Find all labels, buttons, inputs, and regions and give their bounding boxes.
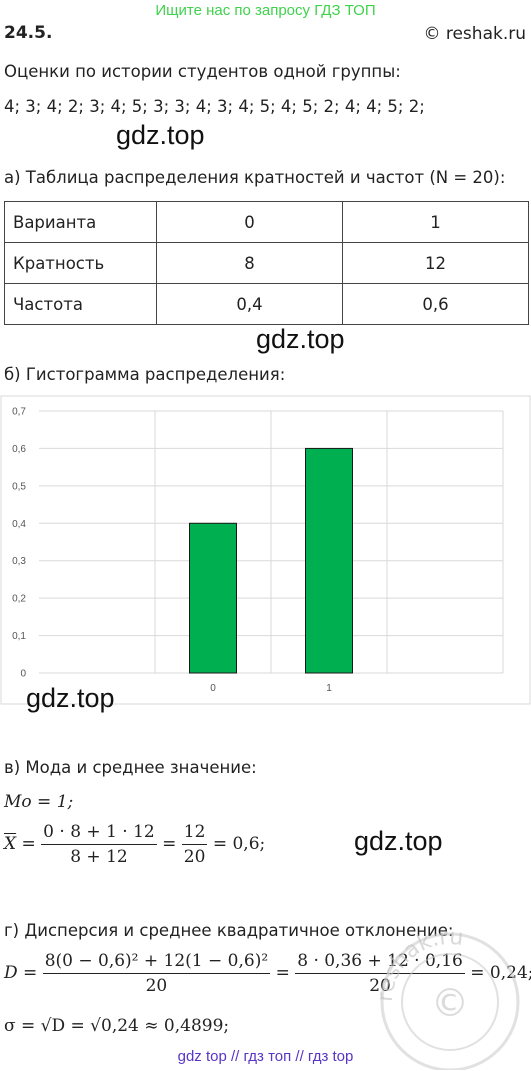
watermark-3: gdz.top (26, 683, 115, 713)
mean-formula: X = 0 · 8 + 1 · 12 8 + 12 = 12 20 = 0,6; (4, 822, 265, 867)
histogram-bar (305, 447, 353, 674)
table-cell: Варианта (4, 201, 157, 243)
part-g-heading: г) Дисперсия и среднее квадратичное откл… (4, 921, 454, 940)
site-credit[interactable]: © reshak.ru (423, 24, 526, 44)
fraction-numerator: 8 · 0,36 + 12 · 0,16 (295, 951, 465, 974)
y-tick-label: 0,5 (12, 481, 26, 492)
watermark-2: gdz.top (256, 324, 345, 354)
table-cell: 12 (342, 242, 529, 284)
intro-text: Оценки по истории студентов одной группы… (4, 62, 401, 81)
y-tick-label: 0,2 (12, 594, 26, 605)
part-a-heading: а) Таблица распределения кратностей и ча… (4, 168, 506, 187)
mean-fraction-1: 0 · 8 + 1 · 12 8 + 12 (41, 822, 157, 867)
part-b-heading: б) Гистограмма распределения: (4, 365, 286, 384)
variance-formula: D = 8(0 − 0,6)² + 12(1 − 0,6)² 20 = 8 · … (4, 951, 531, 996)
y-tick-label: 0,6 (12, 444, 26, 455)
table-cell: 0,4 (156, 283, 343, 325)
part-v-heading: в) Мода и среднее значение: (4, 758, 257, 777)
watermark-4: gdz.top (354, 826, 443, 856)
x-tick-label: 1 (326, 683, 332, 694)
histogram-bar (189, 522, 237, 674)
y-tick-label: 0,4 (12, 519, 26, 530)
mean-eq-2: = (162, 834, 177, 854)
sigma-formula: σ = √D = √0,24 ≈ 0,4899; (4, 1016, 230, 1036)
fraction-numerator: 8(0 − 0,6)² + 12(1 − 0,6)² (42, 951, 271, 974)
variance-fraction-1: 8(0 − 0,6)² + 12(1 − 0,6)² 20 (42, 951, 271, 996)
variance-symbol: D = (4, 963, 38, 983)
table-row: Частота 0,4 0,6 (4, 283, 529, 325)
table-cell: Кратность (4, 242, 157, 284)
footer-links[interactable]: gdz top // гдз топ // гдз top (177, 1048, 354, 1065)
y-tick-label: 0,1 (12, 631, 26, 642)
fraction-numerator: 0 · 8 + 1 · 12 (41, 822, 157, 845)
variance-result: = 0,24; (470, 963, 531, 983)
chart-frame (0, 395, 531, 705)
watermark-1: gdz.top (116, 120, 205, 150)
mean-fraction-2: 12 20 (181, 822, 208, 867)
y-tick-label: 0,7 (12, 407, 26, 418)
fraction-denominator: 20 (145, 976, 168, 996)
fraction-denominator: 20 (183, 847, 206, 867)
reshak-seal-watermark: reshak.ru © (373, 925, 520, 1070)
histogram-chart: 0 0,1 0,2 0,3 0,4 0,5 0,6 0,7 0 1 (0, 395, 531, 705)
table-cell: 8 (156, 242, 343, 284)
table-cell: 0 (156, 201, 343, 243)
seal-copyright-icon: © (431, 981, 469, 1025)
grades-list: 4; 3; 4; 2; 3; 4; 5; 3; 3; 4; 3; 4; 5; 4… (4, 97, 425, 116)
task-number: 24.5. (4, 23, 53, 43)
mean-result: = 0,6; (212, 834, 266, 854)
y-tick-label: 0 (20, 669, 26, 680)
fraction-numerator: 12 (181, 822, 208, 845)
table-cell: 0,6 (342, 283, 529, 325)
mean-eq: = (21, 834, 36, 854)
distribution-table: Варианта 0 1 Кратность 8 12 Частота 0,4 … (4, 201, 529, 325)
search-banner[interactable]: Ищите нас по запросу ГДЗ ТОП (155, 2, 376, 19)
mode-formula: Mo = 1; (4, 792, 74, 812)
y-tick-label: 0,3 (12, 556, 26, 567)
fraction-denominator: 8 + 12 (70, 847, 128, 867)
variance-eq: = (275, 963, 290, 983)
table-row: Варианта 0 1 (4, 201, 529, 243)
table-cell: Частота (4, 283, 157, 325)
mean-symbol: X (4, 834, 17, 854)
table-cell: 1 (342, 201, 529, 243)
table-row: Кратность 8 12 (4, 242, 529, 284)
x-tick-label: 0 (210, 683, 216, 694)
